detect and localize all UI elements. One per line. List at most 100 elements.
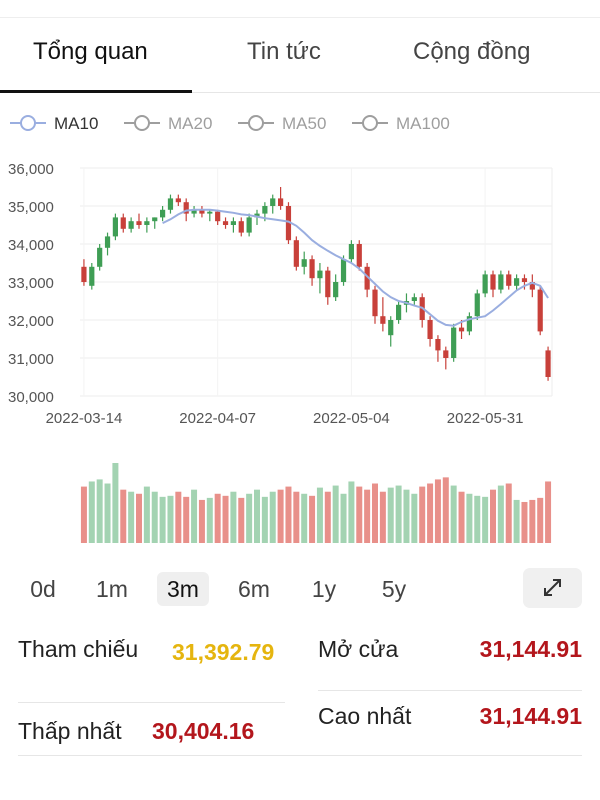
candle-body — [285, 206, 292, 241]
volume-bar — [309, 495, 316, 543]
legend-label: MA10 — [54, 114, 98, 133]
volume-bar — [529, 499, 536, 543]
tab[interactable]: Cộng đồng — [413, 38, 531, 65]
expand-button[interactable] — [523, 568, 582, 608]
y-tick-label: 31,000 — [8, 351, 54, 368]
candle-body — [506, 274, 512, 286]
volume-bar — [316, 487, 323, 543]
y-tick-label: 35,000 — [8, 199, 54, 216]
volume-bar — [490, 489, 496, 543]
legend-label: MA20 — [168, 114, 212, 133]
candle-body — [466, 316, 472, 332]
candle-body — [325, 270, 331, 298]
candle-body — [293, 240, 299, 267]
legend-marker — [362, 115, 378, 131]
volume-bar — [395, 485, 402, 543]
volume-bar — [403, 489, 410, 543]
volume-bar — [537, 497, 544, 543]
candle-body — [301, 259, 307, 267]
volume-bar — [497, 485, 504, 543]
tab-indicator — [0, 90, 192, 93]
volume-bar — [183, 496, 190, 543]
divider — [18, 755, 582, 756]
volume-bar — [167, 495, 174, 543]
range-button[interactable]: 1y — [311, 576, 337, 602]
candle-body — [545, 350, 551, 377]
candle-body — [309, 259, 315, 279]
candle-body — [175, 198, 181, 203]
candle-body — [490, 274, 496, 290]
candle-body — [372, 289, 378, 317]
volume-bar — [466, 493, 473, 543]
divider — [18, 702, 285, 703]
candle-body — [89, 266, 95, 286]
candle-body — [112, 217, 118, 237]
candle-body — [537, 289, 543, 332]
volume-bar — [230, 491, 237, 543]
volume-bar — [332, 485, 339, 543]
volume-bar — [513, 499, 520, 543]
range-button[interactable]: 0d — [30, 576, 56, 602]
candle-body — [191, 209, 197, 214]
candle-body — [443, 350, 449, 358]
legend-item[interactable]: MA100 — [352, 114, 450, 133]
candle-body — [498, 274, 504, 290]
candle-body — [514, 278, 520, 286]
range-button[interactable]: 5y — [381, 576, 407, 602]
chart: MA10 MA20 MA50 MA100 30,000 31,000 32,000 33,00… — [8, 114, 553, 543]
legend-item[interactable]: MA10 — [10, 114, 98, 133]
x-tick-label: 2022-03-14 — [46, 410, 123, 427]
volume-bar — [340, 493, 347, 543]
candle-body — [136, 221, 142, 225]
candle-body — [521, 278, 528, 282]
range-button[interactable]: 1m — [96, 576, 128, 602]
candle-body — [278, 198, 284, 206]
stat-value: 31,392.79 — [172, 639, 275, 665]
volume-bar — [238, 497, 245, 543]
stat-label: Cao nhất — [318, 703, 412, 729]
volume-bar — [254, 489, 260, 543]
legend-label: MA100 — [396, 114, 450, 133]
candle-body — [333, 282, 339, 298]
candle-body — [435, 339, 441, 351]
volume-bar — [293, 491, 300, 543]
volume-bar — [324, 491, 331, 543]
candle-body — [215, 211, 221, 222]
candle-body — [317, 270, 323, 279]
x-tick-label: 2022-05-04 — [313, 410, 390, 427]
volume-bar — [301, 493, 308, 543]
stat-value: 30,404.16 — [152, 718, 255, 744]
tab[interactable]: Tổng quan — [33, 38, 148, 65]
candle-body — [340, 259, 347, 282]
volume-bar — [128, 491, 135, 543]
legend-item[interactable]: MA50 — [238, 114, 326, 133]
candle-body — [411, 297, 417, 301]
volume-bar — [112, 463, 119, 543]
candle-body — [396, 304, 402, 320]
candle-body — [230, 221, 236, 225]
tab[interactable]: Tin tức — [247, 38, 321, 65]
legend-marker — [134, 115, 150, 131]
range-button[interactable]: 3m — [157, 572, 209, 606]
y-tick-label: 36,000 — [8, 161, 54, 178]
candle-body — [128, 221, 134, 229]
volume-bar — [482, 496, 489, 543]
volume-bar — [474, 495, 481, 543]
volume-bar — [419, 486, 426, 543]
candle-body — [97, 247, 103, 267]
legend-item[interactable]: MA20 — [124, 114, 212, 133]
legend-label: MA50 — [282, 114, 326, 133]
volume-bar — [364, 489, 371, 543]
stat-label: Thấp nhất — [18, 718, 122, 744]
y-tick-label: 33,000 — [8, 275, 54, 292]
volume-bar — [80, 486, 87, 543]
volume-bar — [269, 491, 276, 543]
stat-value: 31,144.91 — [479, 636, 582, 662]
volume-bar — [427, 483, 434, 543]
candle-body — [222, 221, 229, 225]
range-button[interactable]: 6m — [238, 576, 270, 602]
volume-bar — [159, 496, 166, 543]
volume-bar — [411, 493, 418, 543]
volume-bar — [191, 489, 198, 543]
